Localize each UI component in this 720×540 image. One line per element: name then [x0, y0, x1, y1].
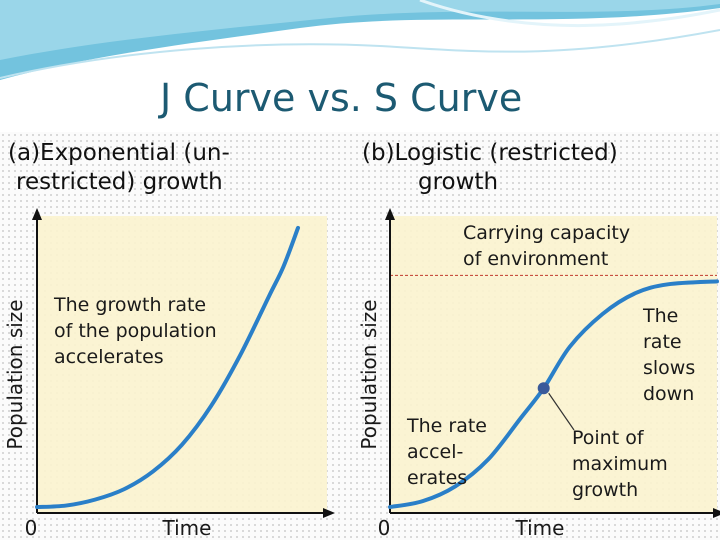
x-axis-arrow-exponential	[323, 508, 335, 518]
panel-title-logistic: (b)Logistic (restricted) growth	[362, 139, 618, 197]
annotation-logistic-2-line: erates	[407, 467, 467, 489]
inflection-point-marker	[537, 382, 550, 395]
y-axis-arrow-logistic	[385, 208, 395, 220]
x-axis-label-exponential: Time	[162, 516, 212, 540]
slide-title: J Curve vs. S Curve	[160, 76, 523, 120]
annotation-logistic-2-line: accel-	[407, 441, 463, 463]
plot-area-exponential	[37, 216, 327, 513]
panel-title-line: (a)Exponential (un-	[8, 140, 230, 166]
x-axis-label-logistic: Time	[515, 516, 565, 540]
annotation-logistic-1-line: slows	[643, 357, 695, 379]
annotation-logistic-0-line: of environment	[463, 248, 608, 270]
header-banner	[0, 0, 720, 80]
annotation-logistic-1: The rate slows down	[642, 305, 695, 405]
annotation-exponential-0-line: accelerates	[54, 346, 164, 368]
panel-title-line: restricted) growth	[16, 169, 223, 195]
annotation-logistic-0: Carrying capacity of environment	[463, 222, 630, 270]
panel-title-exponential: (a)Exponential (un-restricted) growth	[8, 139, 230, 197]
x-axis-arrow-logistic	[713, 508, 720, 518]
annotation-logistic-2: The rate accel-erates	[406, 415, 487, 489]
annotation-logistic-3-line: growth	[572, 479, 638, 501]
annotation-exponential-0-line: The growth rate	[53, 294, 206, 316]
y-axis-label-logistic: Population size	[357, 299, 381, 449]
annotation-logistic-0-line: Carrying capacity	[463, 222, 630, 244]
annotation-logistic-3-line: maximum	[572, 453, 668, 475]
y-axis-label-exponential: Population size	[3, 299, 27, 449]
inflection-leader-line	[548, 392, 575, 431]
annotation-exponential-0-line: of the population	[54, 320, 217, 342]
annotation-logistic-1-line: down	[643, 383, 694, 405]
annotation-exponential-0: The growth rate of the population accelera…	[53, 294, 217, 368]
origin-label-exponential: 0	[25, 516, 38, 540]
annotation-logistic-3-line: Point of	[572, 427, 645, 449]
panel-title-line: (b)Logistic (restricted)	[362, 140, 618, 166]
annotation-logistic-1-line: The	[642, 305, 678, 327]
growth-curve-exponential	[35, 225, 300, 510]
annotation-logistic-3: Point of maximum growth	[572, 427, 668, 501]
panel-title-line: growth	[418, 169, 499, 195]
y-axis-arrow-exponential	[32, 208, 42, 220]
annotation-logistic-1-line: rate	[643, 331, 682, 353]
annotation-logistic-2-line: The rate	[406, 415, 487, 437]
origin-label-logistic: 0	[378, 516, 391, 540]
plot-area-logistic	[390, 216, 717, 513]
